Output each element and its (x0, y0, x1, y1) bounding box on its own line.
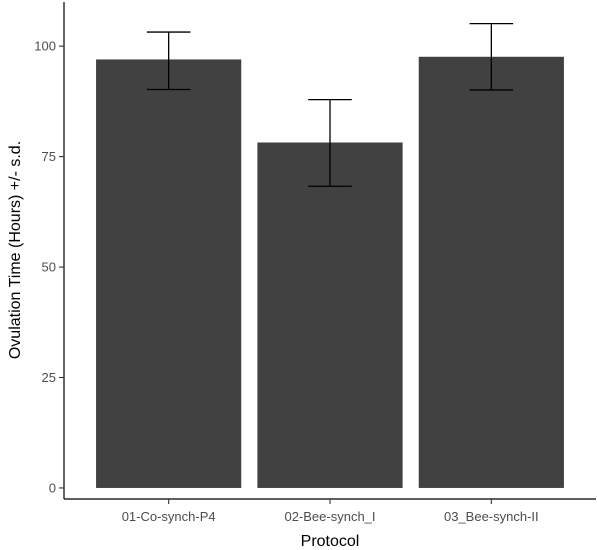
x-tick-label: 03_Bee-synch-II (444, 509, 539, 524)
x-tick-label: 02-Bee-synch_I (284, 509, 375, 524)
bar-1 (96, 59, 242, 488)
y-tick-label: 50 (42, 260, 56, 275)
y-ticks-layer: 0 25 50 75 100 (34, 39, 64, 495)
error-bar-2 (308, 98, 352, 187)
x-ticks-layer: 01-Co-synch-P4 02-Bee-synch_I 03_Bee-synch… (122, 499, 539, 524)
y-tick-label: 75 (42, 149, 56, 164)
y-tick-label: 0 (49, 480, 56, 495)
error-bar-3 (469, 22, 514, 91)
y-tick-label: 100 (34, 39, 56, 54)
x-tick-label: 01-Co-synch-P4 (122, 509, 216, 524)
error-bars-layer (146, 22, 514, 187)
bars-layer (96, 56, 564, 488)
x-axis-title: Protocol (301, 533, 360, 550)
bar-2 (257, 142, 403, 488)
y-tick-label: 25 (42, 370, 56, 385)
error-bar-1 (146, 31, 191, 91)
y-axis-title: Ovulation Time (Hours) +/- s.d. (7, 141, 24, 359)
bar-3 (418, 56, 564, 488)
